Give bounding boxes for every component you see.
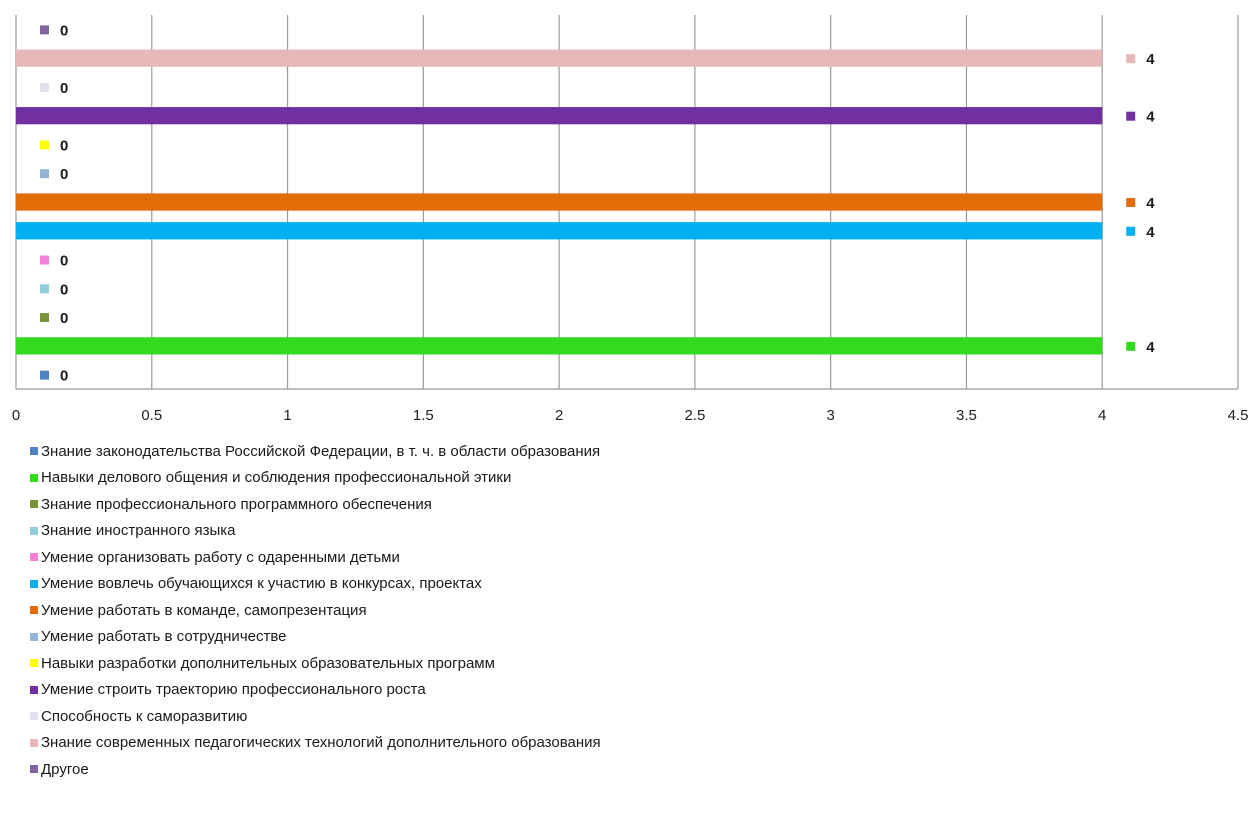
legend-swatch <box>30 447 38 456</box>
legend-item: Умение вовлечь обучающихся к участию в к… <box>30 571 1030 598</box>
data-label-key <box>40 313 49 323</box>
legend: Знание законодательства Российской Федер… <box>30 438 1030 783</box>
legend-label: Умение работать в команде, самопрезентац… <box>41 601 367 619</box>
data-label: 0 <box>60 22 68 39</box>
data-label-key <box>1126 54 1136 64</box>
x-tick-label: 3,5 <box>956 407 977 420</box>
x-tick-label: 0,5 <box>141 407 162 420</box>
data-label-key <box>1126 226 1136 236</box>
legend-label: Знание законодательства Российской Федер… <box>41 442 601 460</box>
legend-label: Умение организовать работу с одаренными … <box>41 548 400 566</box>
x-tick-label: 1,5 <box>413 407 434 420</box>
legend-item: Умение организовать работу с одаренными … <box>30 544 1030 571</box>
legend-item: Умение работать в сотрудничестве <box>30 624 1030 651</box>
legend-item: Навыки разработки дополнительных образов… <box>30 650 1030 677</box>
x-tick-label: 3 <box>826 407 834 420</box>
data-label-key <box>40 82 49 92</box>
data-label-key <box>40 370 49 380</box>
legend-item: Знание современных педагогических технол… <box>30 730 1030 757</box>
data-labels: 0 4 0 0 0 4 4 0 0 4 0 4 0 <box>40 22 1155 385</box>
data-label: 0 <box>60 310 68 327</box>
legend-swatch <box>30 473 38 482</box>
legend-swatch <box>30 500 38 509</box>
legend-label: Навыки разработки дополнительных образов… <box>41 654 495 672</box>
x-axis: 0 0,5 1 1,5 2 2,5 3 3,5 4 4,5 <box>12 388 1249 420</box>
data-label-key <box>1126 111 1136 121</box>
legend-swatch <box>30 712 38 721</box>
data-label: 4 <box>1146 195 1155 212</box>
data-label: 0 <box>60 137 68 154</box>
legend-label: Знание современных педагогических технол… <box>41 734 601 752</box>
bar <box>16 49 1103 67</box>
data-label: 4 <box>1146 51 1155 68</box>
data-label: 4 <box>1146 339 1155 356</box>
legend-swatch <box>30 526 38 535</box>
legend-item: Знание законодательства Российской Федер… <box>30 438 1030 465</box>
legend-swatch <box>30 553 38 562</box>
data-label-key <box>40 169 49 179</box>
legend-item: Умение работать в команде, самопрезентац… <box>30 597 1030 624</box>
bars <box>16 49 1103 355</box>
legend-label: Другое <box>41 760 89 778</box>
legend-item: Умение строить траекторию профессиональн… <box>30 677 1030 704</box>
data-label-key <box>40 25 49 35</box>
legend-item: Способность к саморазвитию <box>30 703 1030 730</box>
legend-swatch <box>30 579 38 588</box>
legend-item: Знание иностранного языка <box>30 518 1030 545</box>
legend-swatch <box>30 685 38 694</box>
x-tick-label: 0 <box>12 407 20 420</box>
bar <box>16 337 1103 355</box>
legend-swatch <box>30 765 38 774</box>
legend-swatch <box>30 632 38 641</box>
legend-swatch <box>30 606 38 615</box>
legend-swatch <box>30 659 38 668</box>
data-label: 0 <box>60 281 68 298</box>
data-label: 0 <box>60 80 68 97</box>
x-tick-label: 2 <box>555 407 563 420</box>
legend-item: Знание профессионального программного об… <box>30 491 1030 518</box>
x-tick-label: 1 <box>283 407 291 420</box>
data-label: 0 <box>60 253 68 270</box>
legend-label: Способность к саморазвитию <box>41 707 248 725</box>
legend-label: Умение работать в сотрудничестве <box>41 628 287 646</box>
data-label: 4 <box>1146 224 1155 241</box>
data-label: 0 <box>60 368 68 385</box>
legend-label: Знание профессионального программного об… <box>41 495 432 513</box>
data-label: 0 <box>60 166 68 183</box>
legend-swatch <box>30 738 38 747</box>
legend-label: Навыки делового общения и соблюдения про… <box>41 469 512 487</box>
legend-label: Знание иностранного языка <box>41 522 236 540</box>
bar <box>16 193 1103 211</box>
data-label-key <box>1126 341 1136 351</box>
data-label-key <box>40 140 49 150</box>
legend-label: Умение вовлечь обучающихся к участию в к… <box>41 575 482 593</box>
bar <box>16 222 1103 240</box>
bar <box>16 107 1103 125</box>
legend-label: Умение строить траекторию профессиональн… <box>41 681 426 699</box>
data-label-key <box>40 255 49 265</box>
data-label-key <box>1126 198 1136 207</box>
x-tick-label: 2,5 <box>684 407 705 420</box>
data-label-key <box>40 284 49 294</box>
legend-item: Другое <box>30 756 1030 783</box>
data-label: 4 <box>1146 109 1155 126</box>
x-tick-label: 4 <box>1098 407 1106 420</box>
bar-chart: 0 4 0 0 0 4 4 0 0 4 0 4 0 0 0,5 1 1,5 2 2,5 3 3,5 4 4,5 <box>12 15 1249 420</box>
legend-item: Навыки делового общения и соблюдения про… <box>30 465 1030 492</box>
x-tick-label: 4,5 <box>1228 407 1249 420</box>
